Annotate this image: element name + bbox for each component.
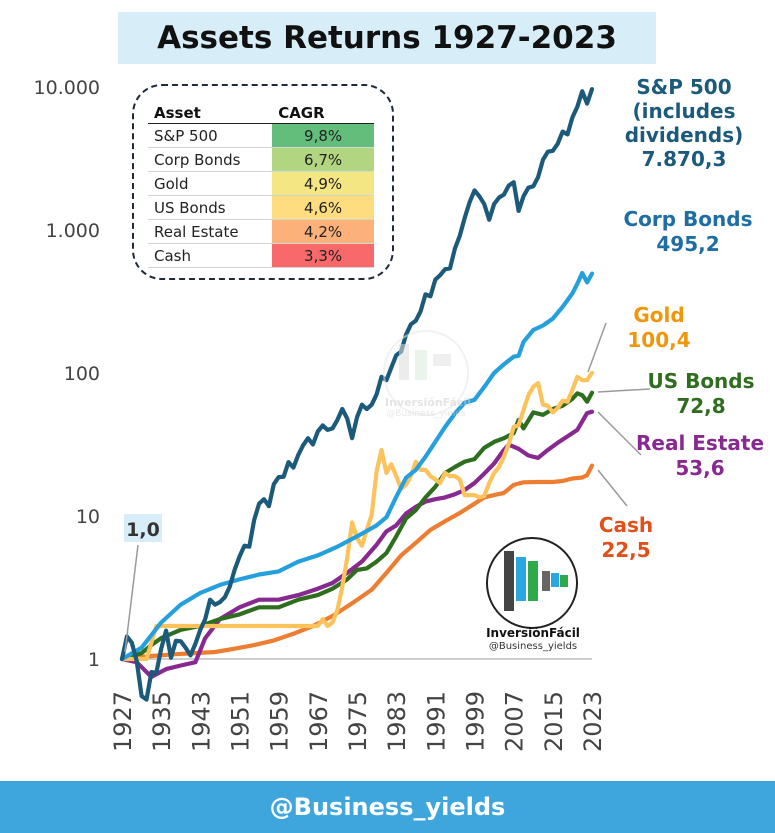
series-line-gold bbox=[119, 370, 595, 662]
x-tick-label: 1943 bbox=[187, 691, 215, 752]
start-label-box bbox=[124, 514, 162, 542]
x-tick-label: 1999 bbox=[462, 691, 490, 752]
end-label-leader bbox=[597, 469, 628, 507]
chart-title: Assets Returns 1927-2023 bbox=[157, 20, 617, 56]
cagr-row-asset: S&P 500 bbox=[148, 123, 273, 148]
cagr-row-asset: Gold bbox=[148, 171, 273, 196]
cagr-row-asset: Real Estate bbox=[148, 219, 273, 244]
chart-title-box: Assets Returns 1927-2023 bbox=[118, 12, 656, 64]
x-tick-label: 1975 bbox=[344, 691, 372, 752]
cagr-row: Corp Bonds 6,7% bbox=[148, 147, 374, 172]
y-tick-label: 100 bbox=[64, 363, 100, 385]
end-label-gold: Gold bbox=[633, 303, 684, 327]
start-label: 1,0 bbox=[126, 519, 160, 541]
chart-svg: 1 10 100 1.000 10.000 1927 1935 1943 1951 1959 196… bbox=[34, 75, 765, 752]
cagr-row: Real Estate 4,2% bbox=[148, 219, 374, 244]
cagr-header-cagr: CAGR bbox=[272, 104, 374, 124]
brand-logo-title: InversiónFácil bbox=[486, 626, 580, 640]
end-label-real-estate: 53,6 bbox=[675, 456, 724, 480]
cagr-row-asset: Corp Bonds bbox=[148, 147, 273, 172]
cagr-row-value: 6,7% bbox=[272, 147, 374, 172]
end-label-gold: 100,4 bbox=[627, 328, 690, 352]
cagr-row: US Bonds 4,6% bbox=[148, 195, 374, 220]
cagr-row: S&P 500 9,8% bbox=[148, 123, 374, 148]
end-label-us-bonds: 72,8 bbox=[676, 394, 725, 418]
footer-handle: @Business_yields bbox=[269, 793, 506, 821]
cagr-row-asset: US Bonds bbox=[148, 195, 273, 220]
footer-banner: @Business_yields bbox=[0, 781, 775, 833]
y-tick-label: 1 bbox=[88, 649, 100, 671]
x-tick-label: 2015 bbox=[540, 691, 568, 752]
series-line-cash bbox=[119, 463, 595, 662]
cagr-table: Asset CAGR S&P 500 9,8% Corp Bonds 6,7% … bbox=[148, 104, 374, 268]
cagr-row-asset: Cash bbox=[148, 243, 273, 268]
y-tick-label: 10 bbox=[76, 506, 100, 528]
end-label-real-estate: Real Estate bbox=[636, 431, 764, 455]
x-tick-label: 2007 bbox=[501, 691, 529, 752]
end-label-s-p-500: (includes bbox=[633, 99, 736, 123]
x-tick-label: 1959 bbox=[266, 691, 294, 752]
series-line-corp-bonds bbox=[119, 270, 595, 662]
start-label-leader bbox=[124, 544, 139, 653]
x-tick-label: 1967 bbox=[305, 691, 333, 752]
end-label-corp-bonds: 495,2 bbox=[656, 232, 719, 256]
end-label-cash: Cash bbox=[599, 513, 653, 537]
end-label-s-p-500: S&P 500 bbox=[636, 75, 731, 99]
x-tick-label: 2023 bbox=[579, 691, 607, 752]
cagr-row: Cash 3,3% bbox=[148, 243, 374, 268]
brand-logo-handle: @Business_yields bbox=[488, 641, 578, 652]
cagr-row-value: 9,8% bbox=[272, 123, 374, 148]
watermark-logo: InversiónFácil @Business_yields bbox=[383, 330, 472, 419]
watermark-brand: InversiónFácil bbox=[385, 396, 472, 409]
cagr-legend-box: Asset CAGR S&P 500 9,8% Corp Bonds 6,7% … bbox=[132, 84, 394, 280]
x-tick-label: 1983 bbox=[383, 691, 411, 752]
cagr-row-value: 4,6% bbox=[272, 195, 374, 220]
cagr-row: Gold 4,9% bbox=[148, 171, 374, 196]
end-label-leader bbox=[587, 322, 607, 373]
y-tick-label: 10.000 bbox=[34, 77, 100, 99]
x-tick-label: 1927 bbox=[109, 691, 137, 752]
end-label-us-bonds: US Bonds bbox=[647, 369, 754, 393]
end-label-corp-bonds: Corp Bonds bbox=[623, 207, 752, 231]
cagr-row-value: 4,9% bbox=[272, 171, 374, 196]
end-label-s-p-500: 7.870,3 bbox=[642, 147, 727, 171]
watermark-handle: @Business_yields bbox=[386, 409, 466, 419]
cagr-row-value: 3,3% bbox=[272, 243, 374, 268]
brand-logo-icon bbox=[486, 537, 578, 629]
series-line-us-bonds bbox=[119, 390, 595, 662]
cagr-header-asset: Asset bbox=[148, 104, 273, 124]
x-tick-label: 1991 bbox=[422, 691, 450, 752]
cagr-row-value: 4,2% bbox=[272, 219, 374, 244]
series-line-real-estate bbox=[119, 409, 595, 679]
end-label-cash: 22,5 bbox=[601, 538, 650, 562]
series-line-s-p-500 bbox=[119, 87, 595, 702]
x-tick-label: 1935 bbox=[148, 691, 176, 752]
x-tick-label: 1951 bbox=[227, 691, 255, 752]
end-label-leader bbox=[597, 388, 651, 393]
end-label-s-p-500: dividends) bbox=[625, 123, 744, 147]
end-label-leader bbox=[597, 411, 642, 456]
y-tick-label: 1.000 bbox=[46, 220, 100, 242]
